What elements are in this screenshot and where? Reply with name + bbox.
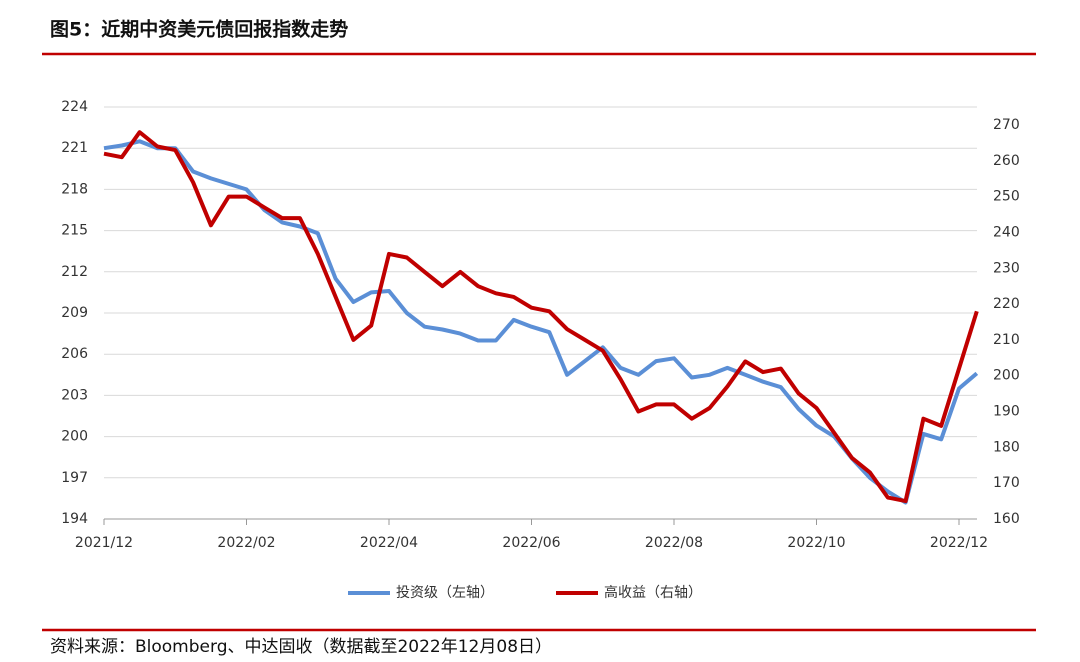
- y2-tick-label: 250: [993, 189, 1020, 205]
- y-tick-label: 221: [61, 140, 88, 156]
- y2-tick-label: 230: [993, 260, 1020, 276]
- x-tick-label: 2022/02: [217, 535, 275, 551]
- legend-label: 高收益（右轴）: [604, 584, 702, 601]
- y2-tick-label: 200: [993, 368, 1020, 384]
- y2-tick-label: 160: [993, 511, 1020, 527]
- y2-tick-label: 170: [993, 475, 1020, 491]
- y-tick-label: 200: [61, 429, 88, 445]
- y-tick-label: 206: [61, 346, 88, 362]
- y-tick-label: 224: [61, 99, 88, 115]
- y2-tick-label: 260: [993, 153, 1020, 169]
- x-tick-label: 2022/08: [645, 535, 703, 551]
- series-line: [103, 130, 979, 504]
- chart-title: 图5：近期中资美元债回报指数走势: [50, 18, 348, 41]
- series-line: [103, 139, 979, 505]
- y-tick-label: 215: [61, 223, 88, 239]
- y2-tick-label: 180: [993, 439, 1020, 455]
- y-tick-label: 194: [61, 511, 88, 527]
- y-tick-label: 203: [61, 387, 88, 403]
- y-tick-label: 209: [61, 305, 88, 321]
- legend-label: 投资级（左轴）: [396, 585, 494, 601]
- y-tick-label: 197: [61, 470, 88, 486]
- x-tick-label: 2022/12: [930, 535, 988, 551]
- y2-tick-label: 220: [993, 296, 1020, 312]
- x-tick-label: 2021/12: [75, 535, 133, 551]
- y2-tick-label: 210: [993, 332, 1020, 348]
- y2-tick-label: 240: [993, 224, 1020, 240]
- x-tick-label: 2022/04: [360, 535, 418, 551]
- x-tick-label: 2022/06: [502, 535, 560, 551]
- x-tick-label: 2022/10: [787, 535, 845, 551]
- source: 资料来源：Bloomberg、中达固收（数据截至2022年12月08日）: [50, 637, 552, 657]
- y-tick-label: 218: [61, 181, 88, 197]
- y2-tick-label: 270: [993, 117, 1020, 133]
- y-tick-label: 212: [61, 264, 88, 280]
- y2-tick-label: 190: [993, 404, 1020, 420]
